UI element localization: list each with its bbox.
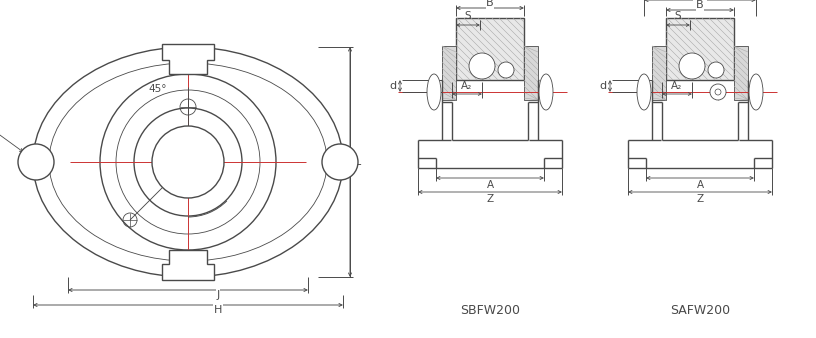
Text: SAFW200: SAFW200 xyxy=(670,304,730,316)
FancyBboxPatch shape xyxy=(524,46,538,100)
Ellipse shape xyxy=(637,74,651,110)
Text: S: S xyxy=(464,11,472,21)
Ellipse shape xyxy=(427,74,441,110)
Text: J: J xyxy=(216,290,220,300)
Circle shape xyxy=(708,62,724,78)
Text: S: S xyxy=(675,11,681,21)
Text: d: d xyxy=(390,81,397,91)
Text: Z: Z xyxy=(486,194,494,204)
FancyBboxPatch shape xyxy=(652,46,666,100)
FancyBboxPatch shape xyxy=(666,18,734,80)
Text: SBFW200: SBFW200 xyxy=(460,304,520,316)
FancyBboxPatch shape xyxy=(456,18,524,80)
Text: A₂: A₂ xyxy=(672,81,683,91)
FancyBboxPatch shape xyxy=(734,46,748,100)
Text: d: d xyxy=(600,81,607,91)
Polygon shape xyxy=(162,250,214,280)
Circle shape xyxy=(322,144,358,180)
Text: B: B xyxy=(696,0,704,10)
Text: A: A xyxy=(486,180,494,190)
Circle shape xyxy=(498,62,514,78)
Circle shape xyxy=(18,144,54,180)
Text: Z: Z xyxy=(696,194,703,204)
Circle shape xyxy=(469,53,495,79)
Circle shape xyxy=(152,126,224,198)
Ellipse shape xyxy=(539,74,553,110)
Text: L: L xyxy=(355,157,361,167)
FancyBboxPatch shape xyxy=(442,46,456,100)
Text: H: H xyxy=(214,305,222,315)
Polygon shape xyxy=(162,44,214,74)
Text: 45°: 45° xyxy=(149,84,167,94)
Circle shape xyxy=(710,84,726,100)
Ellipse shape xyxy=(749,74,763,110)
Text: B: B xyxy=(486,0,494,8)
Text: A₂: A₂ xyxy=(461,81,472,91)
Circle shape xyxy=(679,53,705,79)
Text: A: A xyxy=(696,180,703,190)
